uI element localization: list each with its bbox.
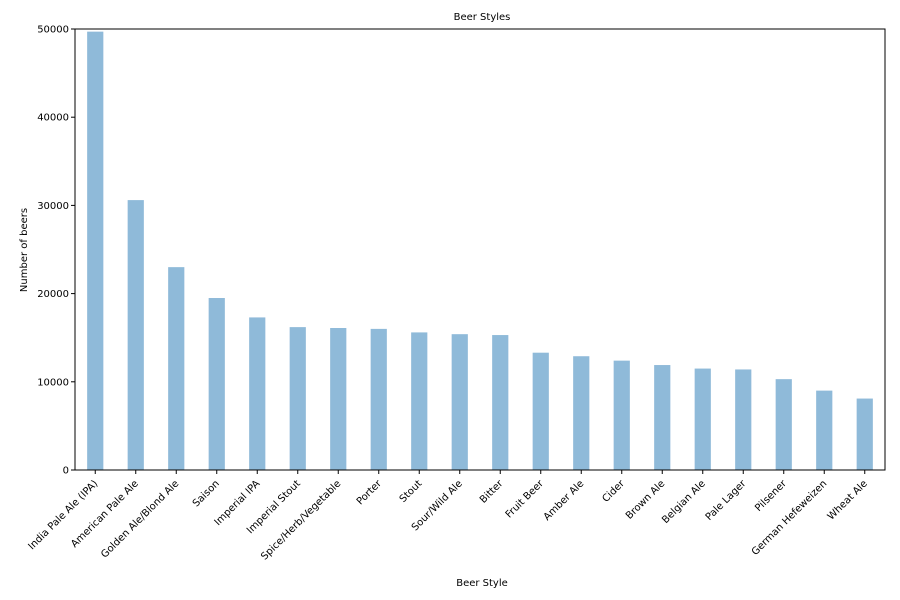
chart-title: Beer Styles (454, 12, 511, 23)
plot-frame (74, 28, 886, 471)
bar (492, 335, 509, 470)
bar (451, 334, 468, 470)
bar (654, 365, 671, 470)
y-tick-label: 30000 (37, 201, 69, 212)
x-tick-label: Porter (355, 478, 385, 508)
bar (370, 328, 387, 470)
x-tick-label: Bitter (478, 478, 506, 506)
bar (694, 368, 711, 470)
y-tick-label: 0 (63, 466, 69, 477)
bar (289, 327, 306, 470)
bar (816, 390, 833, 470)
y-axis-label: Number of beers (19, 208, 30, 292)
bar (573, 356, 590, 470)
x-tick-label: Golden Ale/Blond Ale (99, 478, 181, 560)
bar (208, 298, 225, 470)
x-tick-label: German Hefeweizen (750, 478, 829, 557)
x-tick-label: Wheat Ale (826, 478, 870, 522)
bar (532, 352, 549, 470)
x-axis-label: Beer Style (456, 578, 508, 589)
x-tick-label: Fruit Beer (504, 478, 547, 521)
x-tick-label: Stout (398, 478, 425, 505)
bar (411, 332, 428, 470)
y-tick-label: 20000 (37, 289, 69, 300)
x-tick-label: Brown Ale (624, 478, 667, 521)
bar (735, 369, 752, 470)
bar (87, 31, 104, 471)
x-tick-label: Cider (600, 478, 627, 505)
x-tick-label: American Pale Ale (69, 478, 141, 550)
bar (775, 379, 792, 470)
x-tick-label: Belgian Ale (660, 478, 708, 526)
bar (613, 360, 630, 470)
x-tick-label: Amber Ale (542, 478, 587, 523)
bar (168, 267, 185, 470)
bar (127, 200, 144, 470)
x-tick-label: Saison (191, 478, 222, 509)
bars-group (87, 31, 873, 471)
y-axis: 0 10000 20000 30000 40000 50000 (37, 25, 75, 477)
bar (856, 398, 873, 470)
bar (249, 317, 266, 470)
x-tick-label: Spice/Herb/Vegetable (259, 478, 343, 562)
y-tick-label: 10000 (37, 377, 69, 388)
x-axis: India Pale Ale (IPA)American Pale AleGol… (26, 470, 870, 563)
bar (330, 327, 347, 470)
x-tick-label: Pilsener (753, 478, 789, 514)
x-tick-label: India Pale Ale (IPA) (26, 478, 100, 552)
x-tick-label: Pale Lager (704, 478, 749, 523)
y-tick-label: 40000 (37, 113, 69, 124)
y-tick-label: 50000 (37, 25, 69, 36)
